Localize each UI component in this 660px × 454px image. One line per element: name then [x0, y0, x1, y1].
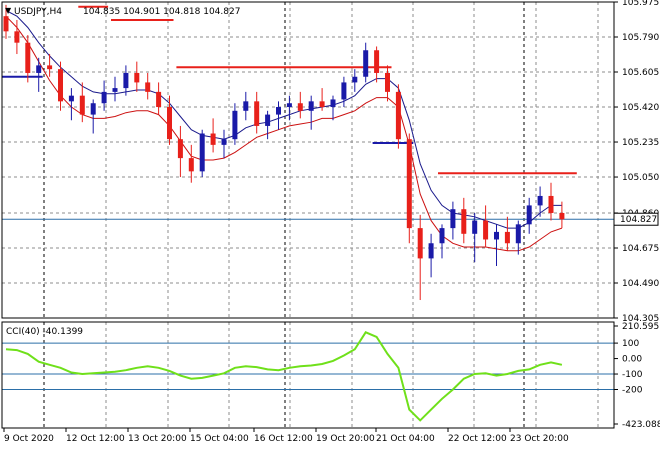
candle-body — [36, 65, 42, 73]
candle-body — [199, 133, 205, 172]
candle-body — [548, 195, 554, 213]
candle-body — [526, 205, 532, 225]
candle-body — [156, 91, 162, 108]
candle-body — [406, 139, 412, 229]
time-tick-label: 15 Oct 04:00 — [190, 434, 249, 444]
candle-body — [276, 107, 281, 115]
candle-body — [177, 139, 183, 159]
candle-body — [363, 50, 369, 77]
candle-body — [319, 101, 325, 108]
cci-tick-label: 100 — [622, 339, 639, 349]
candle-body — [341, 82, 347, 100]
ma-slow-line — [5, 15, 563, 252]
candle-body — [483, 220, 489, 240]
candle-body — [504, 231, 510, 244]
cci-panel-frame — [1, 321, 615, 429]
time-tick-label: 23 Oct 20:00 — [510, 434, 569, 444]
candles — [3, 4, 565, 301]
candle-body — [286, 103, 292, 108]
candle-body — [47, 65, 53, 70]
cci-label[interactable]: CCI(40) -40.1399 — [6, 327, 83, 337]
price-tick-label: 105.235 — [622, 138, 659, 148]
candle-body — [385, 72, 390, 92]
candle-body — [123, 72, 129, 89]
price-tick-label: 105.420 — [622, 103, 659, 113]
price-tick-label: 104.490 — [622, 279, 659, 289]
candle-body — [145, 82, 151, 92]
candle-body — [395, 91, 401, 140]
candle-body — [79, 95, 85, 115]
symbol-timeframe: USDJPY,H4 — [14, 7, 62, 17]
candle-body — [210, 133, 216, 145]
time-tick-label: 21 Oct 04:00 — [376, 434, 435, 444]
candle-body — [494, 231, 499, 240]
candle-body — [134, 72, 140, 83]
price-tick-label: 105.605 — [622, 68, 659, 78]
candle-body — [374, 50, 380, 73]
candle-body — [515, 224, 521, 244]
time-tick-label: 16 Oct 12:00 — [254, 434, 313, 444]
time-tick-label: 12 Oct 12:00 — [66, 434, 125, 444]
candle-body — [112, 88, 118, 92]
candle-body — [188, 158, 194, 172]
candle-body — [439, 228, 445, 244]
time-tick-label: 22 Oct 12:00 — [448, 434, 507, 444]
price-tick-label: 105.050 — [622, 173, 659, 183]
price-tick-label: 105.975 — [622, 0, 659, 8]
candle-body — [232, 110, 238, 140]
current-price-label: 104.827 — [620, 215, 657, 225]
cci-tick-label: -200 — [622, 385, 643, 395]
cci-panel — [2, 331, 614, 422]
candle-body — [352, 76, 358, 83]
candle-body — [101, 91, 107, 104]
candle-body — [58, 69, 63, 102]
time-tick-label: 9 Oct 2020 — [4, 434, 54, 444]
candle-body — [297, 103, 303, 111]
price-tick-label: 105.790 — [622, 33, 659, 43]
cci-line — [5, 331, 563, 422]
price-tick-label: 104.675 — [622, 244, 659, 254]
candle-body — [25, 42, 31, 73]
symbol-icon: ▼ — [5, 6, 12, 15]
candle-body — [450, 209, 456, 229]
cci-tick-label: -100 — [622, 370, 643, 380]
candle-body — [254, 101, 260, 126]
candle-body — [559, 212, 565, 220]
time-tick-label: 19 Oct 20:00 — [316, 434, 375, 444]
time-tick-label: 13 Oct 20:00 — [128, 434, 187, 444]
candle-body — [537, 195, 543, 206]
candle-body — [167, 107, 172, 140]
labels: ▼ USDJPY,H4 104.835 104.901 104.818 104.… — [5, 6, 240, 337]
moving-averages — [5, 10, 563, 252]
cci-tick-label: -423.0888 — [622, 420, 660, 430]
candle-body — [330, 99, 336, 108]
candle-body — [221, 139, 227, 145]
ma-fast-line — [5, 10, 562, 229]
candle-body — [417, 228, 423, 259]
candle-body — [3, 16, 9, 32]
cci-tick-label: 0.00 — [622, 355, 642, 365]
ohlc-readout: 104.835 104.901 104.818 104.827 — [83, 7, 240, 17]
candle-body — [68, 95, 74, 102]
candle-body — [461, 209, 467, 234]
candle-body — [90, 103, 96, 115]
candle-body — [308, 101, 314, 111]
current-price-tag — [613, 212, 659, 226]
candle-body — [243, 101, 249, 111]
candle-body — [14, 31, 20, 43]
candle-body — [472, 220, 478, 234]
price-tick-label: 104.305 — [622, 314, 659, 324]
candle-body — [428, 243, 434, 259]
axes: 105.975 105.790 105.605 105.420 105.235 105.0… — [1, 0, 660, 444]
price-panel-frame — [1, 1, 615, 319]
level-lines — [2, 5, 614, 220]
candle-body — [265, 114, 271, 126]
